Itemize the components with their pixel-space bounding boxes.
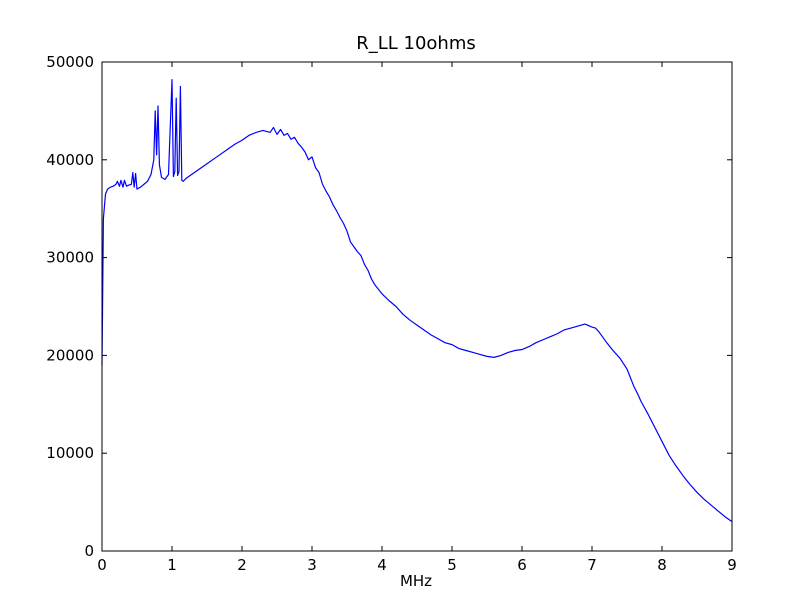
x-axis: 0 1 2 3 4 5 6 7 8 9 xyxy=(97,62,737,574)
y-tick-label: 20000 xyxy=(46,346,94,364)
y-tick-label: 40000 xyxy=(46,151,94,169)
x-tick-label: 7 xyxy=(587,556,597,574)
x-tick-label: 3 xyxy=(307,556,317,574)
axes-frame xyxy=(101,61,733,552)
x-axis-label: MHz xyxy=(400,572,432,590)
y-tick-label: 30000 xyxy=(46,249,94,267)
series-line xyxy=(101,79,733,523)
x-tick-label: 9 xyxy=(727,556,737,574)
y-tick-label: 50000 xyxy=(46,53,94,71)
y-axis: 0 10000 20000 30000 40000 50000 xyxy=(46,53,732,560)
y-tick-label: 10000 xyxy=(46,444,94,462)
x-tick-label: 2 xyxy=(237,556,247,574)
x-tick-label: 5 xyxy=(447,556,457,574)
x-tick-label: 8 xyxy=(657,556,667,574)
x-tick-label: 1 xyxy=(167,556,177,574)
x-tick-label: 0 xyxy=(97,556,107,574)
chart-title: R_LL 10ohms xyxy=(356,33,476,54)
x-tick-label: 6 xyxy=(517,556,527,574)
x-tick-label: 4 xyxy=(377,556,387,574)
y-tick-label: 0 xyxy=(84,542,94,560)
